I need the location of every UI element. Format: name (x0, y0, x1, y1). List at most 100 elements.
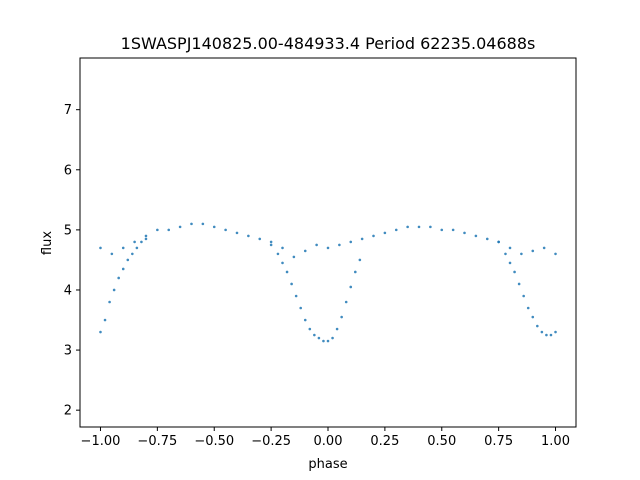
data-point (417, 225, 421, 229)
data-point (349, 285, 353, 289)
data-point (338, 243, 341, 247)
data-point (340, 315, 343, 319)
data-point (121, 246, 125, 250)
data-point (99, 246, 102, 250)
data-point (508, 261, 512, 265)
data-point (360, 237, 364, 241)
data-point (315, 243, 318, 247)
data-point (513, 270, 516, 274)
data-point (303, 318, 307, 322)
data-point (335, 327, 339, 331)
data-point (190, 222, 193, 226)
data-point (212, 225, 216, 229)
y-axis-label: flux (40, 231, 55, 255)
plot-points (99, 222, 557, 343)
data-point (542, 246, 546, 250)
data-point (103, 318, 107, 322)
x-tick-label: −0.75 (137, 434, 177, 449)
data-point (258, 237, 262, 241)
data-point (144, 234, 148, 238)
data-point (269, 243, 273, 247)
data-point (281, 261, 284, 265)
data-point (247, 234, 250, 238)
data-point (281, 246, 284, 250)
data-point (497, 240, 500, 244)
data-point (131, 252, 134, 256)
y-tick-label: 4 (64, 283, 72, 298)
data-point (322, 339, 325, 343)
y-tick-label: 5 (64, 223, 72, 238)
data-point (331, 336, 334, 340)
data-point (121, 267, 125, 271)
data-point (178, 225, 182, 229)
data-point (294, 294, 298, 298)
data-point (554, 330, 557, 334)
data-point (326, 339, 330, 343)
data-point (299, 306, 303, 310)
y-tick-label: 3 (64, 344, 72, 359)
data-point (224, 228, 227, 232)
plot-frame (79, 57, 577, 428)
x-tick-label: 1.00 (541, 434, 570, 449)
data-point (326, 246, 330, 250)
data-point (526, 306, 530, 310)
data-point (394, 228, 398, 232)
data-point (133, 240, 136, 244)
data-point (531, 315, 535, 319)
data-point (117, 276, 120, 280)
data-point (290, 282, 293, 286)
data-point (276, 252, 280, 256)
data-point (292, 255, 296, 259)
y-tick-label: 7 (64, 103, 72, 118)
data-point (349, 240, 353, 244)
data-point (540, 330, 544, 334)
data-point (517, 282, 521, 286)
data-point (344, 300, 348, 304)
data-point (156, 228, 159, 232)
data-point (485, 237, 489, 241)
data-point (536, 324, 539, 328)
data-point (549, 333, 553, 337)
data-point (167, 228, 171, 232)
data-point (313, 333, 316, 337)
y-axis: 2 3 4 5 6 7 (64, 103, 80, 419)
data-point (269, 240, 273, 244)
data-point (504, 252, 507, 256)
data-point (554, 252, 557, 256)
data-point (451, 228, 455, 232)
data-point (135, 246, 139, 250)
data-point (545, 333, 548, 337)
data-point (440, 228, 444, 232)
chart-title: 1SWASPJ140825.00-484933.4 Period 62235.0… (121, 34, 536, 53)
data-point (235, 231, 239, 235)
x-tick-label: 0.00 (314, 434, 343, 449)
data-point (463, 231, 466, 235)
data-point (358, 258, 362, 262)
x-tick-label: 0.25 (370, 434, 399, 449)
x-tick-label: 0.75 (484, 434, 513, 449)
data-point (508, 246, 512, 250)
data-point (406, 225, 409, 229)
data-point (474, 234, 478, 238)
data-point (110, 252, 114, 256)
x-tick-label: −0.50 (194, 434, 234, 449)
data-point (522, 294, 525, 298)
data-point (108, 300, 111, 304)
data-point (99, 330, 102, 334)
data-point (308, 327, 312, 331)
data-point (531, 249, 535, 253)
data-point (354, 270, 357, 274)
data-point (372, 234, 375, 238)
data-point (429, 225, 432, 229)
y-tick-label: 2 (64, 404, 72, 419)
data-point (112, 288, 116, 292)
data-point (520, 252, 523, 256)
data-point (383, 231, 387, 235)
y-tick-label: 6 (64, 163, 72, 178)
data-point (303, 249, 307, 253)
data-point (126, 258, 130, 262)
data-point (144, 237, 148, 241)
x-tick-label: −1.00 (81, 434, 121, 449)
data-point (140, 240, 143, 244)
